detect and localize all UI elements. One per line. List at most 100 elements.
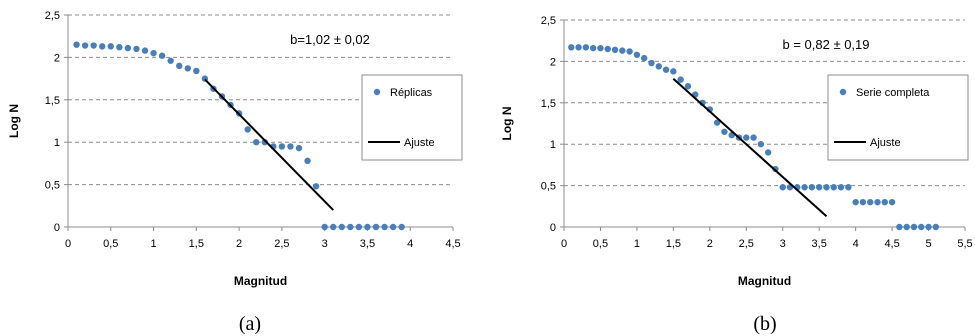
x-axis-title: Magnitud	[234, 274, 287, 288]
data-point	[90, 42, 97, 49]
data-point	[568, 44, 575, 51]
legend-box	[827, 74, 969, 161]
data-point	[99, 43, 106, 50]
data-point	[830, 184, 837, 191]
data-point	[364, 223, 371, 231]
data-point	[575, 44, 582, 51]
data-point	[347, 223, 354, 231]
x-tick-label: 3,5	[360, 238, 375, 250]
data-point	[713, 119, 721, 126]
data-point	[662, 66, 670, 73]
legend-label-points: Serie completa	[856, 87, 930, 99]
x-tick-label: 0,5	[593, 238, 608, 250]
data-point	[176, 62, 183, 70]
data-point	[888, 198, 896, 206]
data-point	[910, 223, 918, 231]
data-point	[193, 67, 200, 75]
data-point	[158, 52, 166, 59]
x-tick-label: 1	[150, 238, 156, 250]
x-tick-label: 0,5	[103, 238, 118, 250]
data-point	[312, 183, 320, 190]
data-point	[852, 198, 859, 206]
data-point	[133, 45, 140, 53]
panel-caption: (b)	[753, 313, 776, 335]
y-tick-label: 0,5	[541, 181, 556, 193]
data-point	[925, 223, 932, 231]
data-point	[611, 46, 619, 54]
data-point	[73, 41, 80, 48]
data-point	[903, 223, 910, 231]
data-point	[604, 45, 611, 53]
data-point	[338, 223, 345, 231]
data-point	[845, 184, 852, 191]
data-point	[874, 198, 881, 206]
data-point	[619, 47, 626, 54]
panel-caption: (a)	[239, 313, 261, 335]
data-point	[321, 223, 328, 231]
y-axis-title: Log N	[500, 107, 514, 141]
data-point	[815, 184, 823, 191]
y-axis-title: Log N	[7, 104, 21, 138]
y-tick-label: 1,5	[541, 98, 556, 110]
x-tick-label: 2,5	[274, 238, 289, 250]
data-point	[764, 149, 772, 156]
legend-marker-points	[373, 88, 381, 96]
data-point	[167, 57, 174, 64]
data-point	[648, 59, 655, 67]
y-tick-label: 2	[54, 52, 60, 64]
data-point	[684, 83, 692, 90]
data-point	[837, 184, 845, 191]
data-point	[867, 198, 874, 206]
data-point	[278, 143, 286, 150]
data-point	[918, 223, 925, 231]
legend-box	[361, 74, 463, 161]
fit-line	[672, 78, 828, 217]
x-tick-label: 2	[236, 238, 242, 250]
data-point	[330, 223, 337, 231]
x-tick-label: 3	[780, 238, 786, 250]
data-point	[641, 54, 648, 62]
data-point	[124, 44, 132, 52]
data-point	[750, 134, 757, 141]
legend-label-points: Réplicas	[390, 87, 433, 99]
y-tick-label: 1,5	[45, 95, 60, 107]
data-point	[389, 223, 397, 231]
data-point	[244, 126, 251, 133]
legend-label-fit: Ajuste	[404, 137, 435, 149]
data-point	[801, 184, 808, 191]
chart-a: 0 0,5 1 1,5 2 2,5 0 0,5 1 1,5 2 2,5 3 3,5 4 4,5 Magnitud…	[7, 10, 463, 335]
data-point	[398, 223, 405, 231]
data-point	[633, 51, 641, 58]
y-tick-label: 0	[54, 222, 60, 234]
x-tick-label: 1,5	[666, 238, 681, 250]
y-tick-label: 0,5	[45, 180, 60, 192]
data-point	[779, 184, 786, 191]
x-tick-label: 3,5	[812, 238, 827, 250]
y-tick-label: 1	[54, 137, 60, 149]
x-tick-label: 2	[707, 238, 713, 250]
data-point	[655, 63, 662, 70]
data-point	[150, 49, 157, 57]
x-tick-label: 1,5	[189, 238, 204, 250]
data-point	[253, 139, 260, 146]
data-point	[355, 223, 363, 231]
data-point	[589, 44, 597, 52]
data-point	[597, 44, 604, 52]
x-tick-label: 0	[65, 238, 71, 250]
data-point	[141, 47, 149, 54]
data-point	[107, 43, 114, 50]
y-tick-label: 2,5	[541, 15, 556, 27]
data-point	[81, 42, 89, 49]
data-point	[677, 76, 684, 83]
x-tick-label: 4,5	[884, 238, 899, 250]
data-point	[184, 65, 191, 72]
x-tick-label: 4	[407, 238, 413, 250]
data-point	[721, 128, 728, 135]
y-tick-label: 2	[550, 56, 556, 68]
x-tick-label: 5	[925, 238, 931, 250]
data-point	[372, 223, 380, 231]
x-axis-title: Magnitud	[738, 274, 791, 288]
x-tick-label: 3	[322, 238, 328, 250]
data-point	[116, 44, 123, 51]
data-point	[823, 184, 830, 191]
